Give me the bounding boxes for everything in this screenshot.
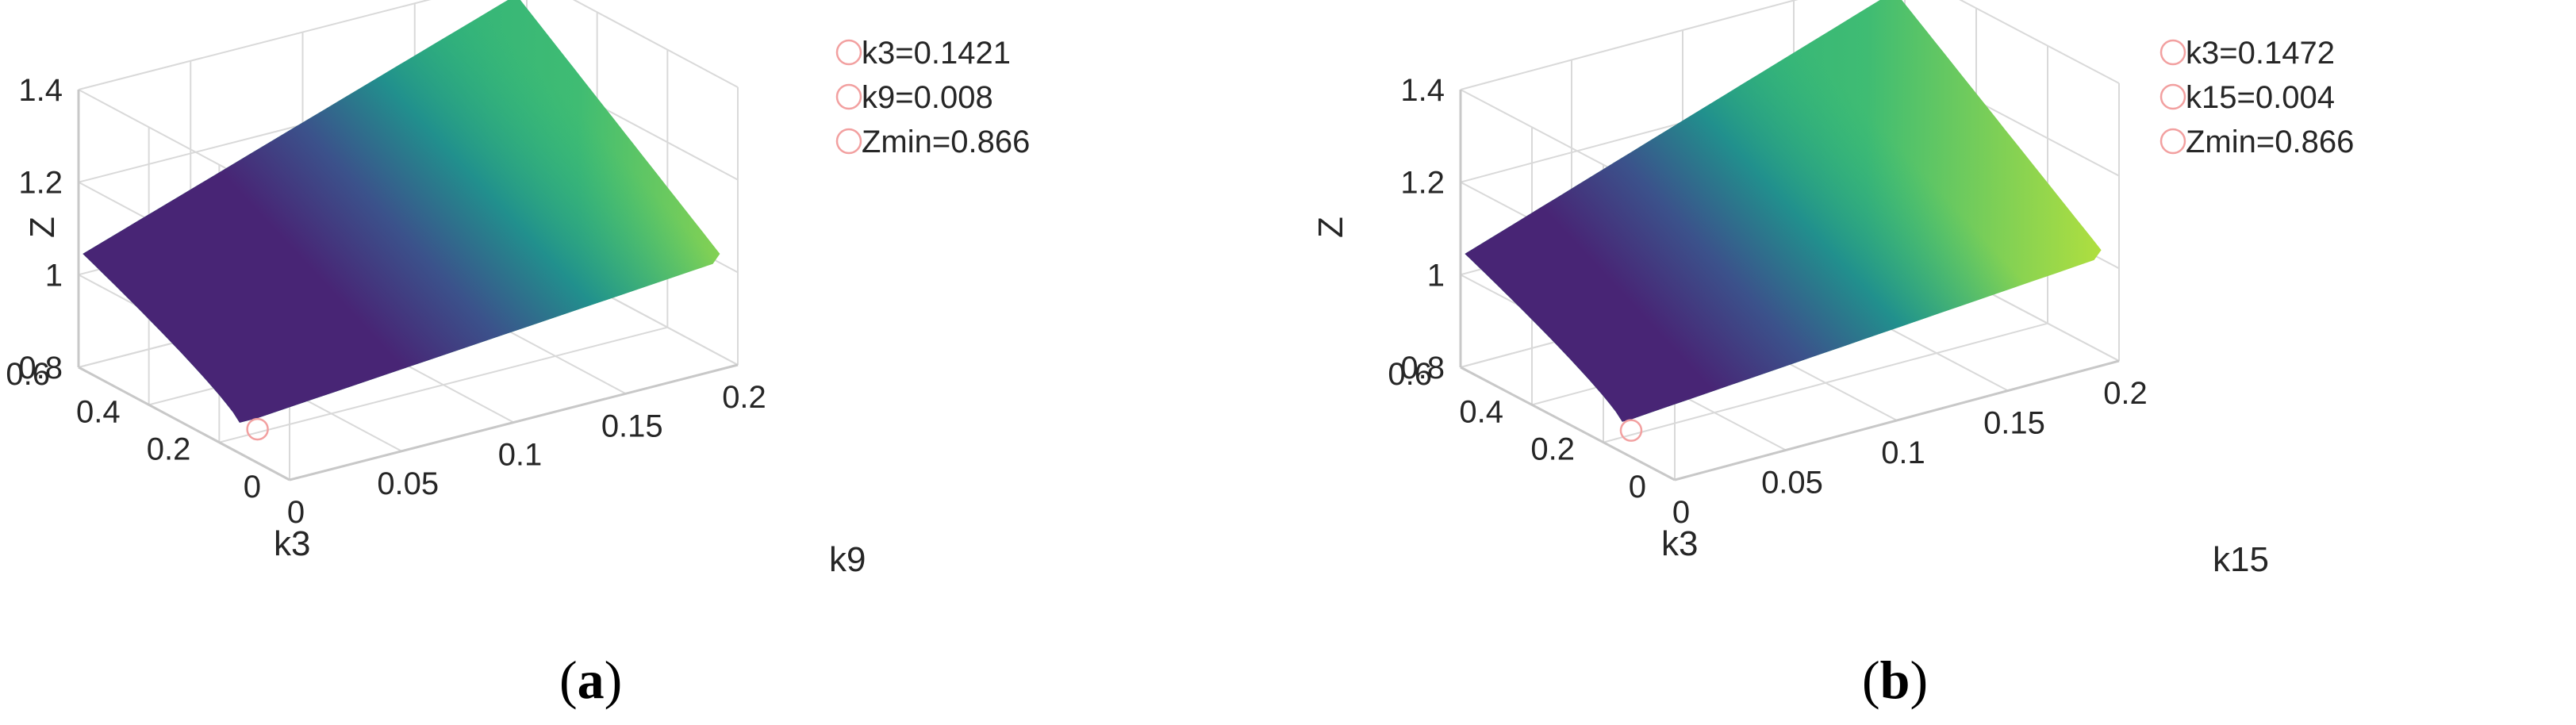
chart-panel-b: 0.8 1 1.2 1.4 0 0.2 0.4 0.6 0 0.05 0.1 0.15 0.2 Z k3…: [1288, 0, 2574, 725]
x-tick-label: 0.2: [722, 380, 766, 415]
z-tick-label: 1.4: [1400, 73, 1445, 108]
x-tick-label: 0.1: [498, 438, 543, 473]
surface-plot-a: 0.8 1 1.2 1.4 0 0.2 0.4 0.6 0 0.05 0.1 0.15 0.2 Z k3…: [6, 0, 1030, 710]
z-tick-label: 1.2: [18, 166, 63, 201]
x-tick-label: 0.05: [1761, 466, 1823, 501]
minimum-marker: [246, 417, 269, 441]
legend-marker: [2159, 39, 2186, 66]
zaxis-label: Z: [23, 217, 62, 238]
legend-entry: k9=0.008: [862, 80, 993, 115]
minimum-marker: [1619, 419, 1643, 442]
y-tick-label: 0.6: [1388, 357, 1432, 392]
x-tick-label: 0: [287, 495, 305, 530]
legend-marker: [835, 39, 862, 66]
grid-line: [1460, 0, 1799, 90]
x-tick-label: 0.2: [2103, 376, 2148, 411]
z-tick-label: 0.8: [18, 351, 63, 386]
axis-line: [1460, 366, 1676, 481]
zaxis-label: Z: [1311, 217, 1350, 238]
yaxis-label: k3: [274, 524, 310, 563]
x-tick-label: 0.1: [1881, 435, 1925, 470]
x-tick-label: 0.15: [601, 409, 663, 443]
x-tick-label: 0.05: [377, 466, 439, 501]
surface-plot-b: 0.8 1 1.2 1.4 0 0.2 0.4 0.6 0 0.05 0.1 0.15 0.2 Z k3…: [1311, 0, 2354, 710]
axis-line: [289, 363, 739, 481]
y-tick-label: 0.4: [76, 394, 121, 429]
xaxis-label: k15: [2213, 540, 2269, 579]
z-tick-label: 1.2: [1400, 166, 1445, 201]
z-tick-label: 0.8: [1400, 351, 1445, 386]
axis-line: [1674, 359, 2120, 481]
y-tick-label: 0.2: [1530, 432, 1575, 467]
legend-entry: k15=0.004: [2186, 80, 2335, 115]
legend-marker: [835, 83, 862, 110]
yaxis-label: k3: [1661, 524, 1698, 563]
caption-a: (a): [559, 650, 622, 710]
legend-entry: k3=0.1421: [862, 36, 1011, 71]
legend: k3=0.1472 k15=0.004 Zmin=0.866: [2159, 36, 2354, 159]
y-tick-label: 0: [244, 470, 261, 504]
y-tick-label: 0.4: [1459, 394, 1503, 429]
z-tick-label: 1.4: [18, 73, 63, 108]
legend-entry: Zmin=0.866: [2186, 125, 2354, 159]
legend-entry: Zmin=0.866: [862, 125, 1030, 159]
y-tick-label: 0.6: [6, 357, 50, 392]
chart-panel-a: 0.8 1 1.2 1.4 0 0.2 0.4 0.6 0 0.05 0.1 0.15 0.2 Z k3…: [0, 0, 1285, 725]
grid-line: [572, 0, 739, 88]
y-tick-label: 0.2: [147, 432, 191, 467]
legend-marker: [835, 128, 862, 155]
legend-marker: [2159, 83, 2186, 110]
legend-marker: [2159, 128, 2186, 155]
grid-line: [1959, 0, 2120, 84]
surface-shading: [83, 0, 720, 423]
grid-line: [1603, 322, 2048, 443]
legend: k3=0.1421 k9=0.008 Zmin=0.866: [835, 36, 1030, 159]
axis-line: [78, 366, 290, 481]
caption-b: (b): [1862, 650, 1928, 710]
x-tick-label: 0.15: [1983, 406, 2045, 441]
grid-line: [78, 0, 432, 90]
surface-shading: [1465, 0, 2102, 422]
xaxis-label: k9: [829, 540, 866, 579]
z-tick-label: 1: [45, 258, 63, 293]
grid-line: [219, 326, 668, 443]
z-tick-label: 1: [1427, 258, 1445, 293]
y-tick-label: 0: [1629, 470, 1646, 504]
x-tick-label: 0: [1672, 495, 1690, 530]
legend-entry: k3=0.1472: [2186, 36, 2335, 71]
